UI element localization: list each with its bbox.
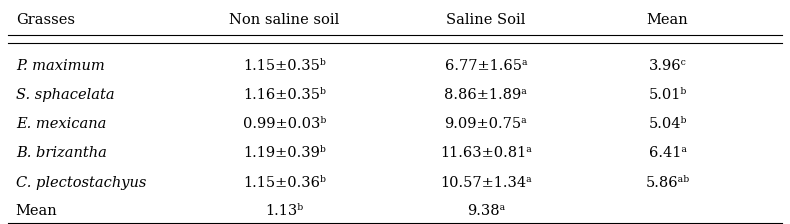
Text: 5.01ᵇ: 5.01ᵇ	[649, 88, 687, 102]
Text: P. maximum: P. maximum	[16, 59, 104, 73]
Text: 11.63±0.81ᵃ: 11.63±0.81ᵃ	[440, 146, 532, 160]
Text: 1.13ᵇ: 1.13ᵇ	[265, 204, 303, 218]
Text: 8.86±1.89ᵃ: 8.86±1.89ᵃ	[445, 88, 527, 102]
Text: Saline Soil: Saline Soil	[446, 13, 525, 27]
Text: 1.15±0.35ᵇ: 1.15±0.35ᵇ	[243, 59, 325, 73]
Text: B. brizantha: B. brizantha	[16, 146, 107, 160]
Text: S. sphacelata: S. sphacelata	[16, 88, 115, 102]
Text: 0.99±0.03ᵇ: 0.99±0.03ᵇ	[243, 117, 326, 131]
Text: E. mexicana: E. mexicana	[16, 117, 106, 131]
Text: 5.86ᵃᵇ: 5.86ᵃᵇ	[645, 176, 690, 190]
Text: 1.19±0.39ᵇ: 1.19±0.39ᵇ	[243, 146, 325, 160]
Text: 1.16±0.35ᵇ: 1.16±0.35ᵇ	[243, 88, 325, 102]
Text: 6.77±1.65ᵃ: 6.77±1.65ᵃ	[445, 59, 527, 73]
Text: Mean: Mean	[647, 13, 688, 27]
Text: Grasses: Grasses	[16, 13, 75, 27]
Text: Mean: Mean	[16, 204, 58, 218]
Text: Non saline soil: Non saline soil	[229, 13, 340, 27]
Text: 5.04ᵇ: 5.04ᵇ	[649, 117, 687, 131]
Text: 9.38ᵃ: 9.38ᵃ	[467, 204, 505, 218]
Text: 3.96ᶜ: 3.96ᶜ	[649, 59, 687, 73]
Text: 1.15±0.36ᵇ: 1.15±0.36ᵇ	[243, 176, 325, 190]
Text: 10.57±1.34ᵃ: 10.57±1.34ᵃ	[440, 176, 532, 190]
Text: C. plectostachyus: C. plectostachyus	[16, 176, 146, 190]
Text: 9.09±0.75ᵃ: 9.09±0.75ᵃ	[445, 117, 527, 131]
Text: 6.41ᵃ: 6.41ᵃ	[649, 146, 687, 160]
